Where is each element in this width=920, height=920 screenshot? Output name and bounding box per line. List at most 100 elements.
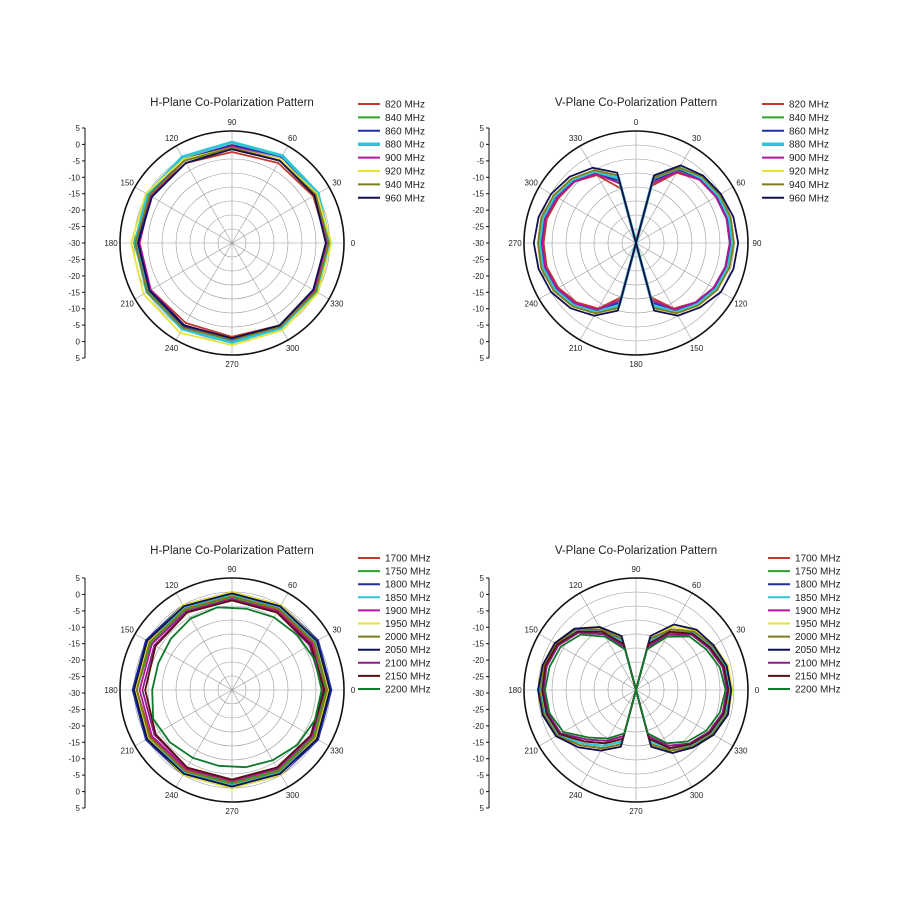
legend-label: 820 MHz: [789, 100, 829, 111]
scale-tick-label: -15: [472, 640, 484, 649]
scale-tick-label: -30: [472, 689, 484, 698]
scale-tick-label: -10: [68, 755, 80, 764]
grid-spoke: [579, 592, 637, 691]
legend-label: 840 MHz: [789, 113, 829, 124]
angle-tick-label: 0: [755, 686, 760, 695]
grid-spoke: [635, 592, 693, 691]
legend-label: 960 MHz: [385, 193, 425, 204]
legend-label: 1950 MHz: [385, 619, 431, 630]
grid-spoke: [231, 145, 289, 244]
radial-scale: 5 0 -5 -10 -15 -20 -25 -30 -25 -20 -15 -10 -5 0 5: [68, 124, 86, 363]
angle-tick-label: 90: [228, 565, 237, 574]
angle-tick-label: 120: [165, 581, 179, 590]
legend-label: 2100 MHz: [795, 658, 841, 669]
scale-tick-label: -25: [68, 255, 80, 264]
legend-label: 2150 MHz: [795, 671, 841, 682]
angle-tick-label: 90: [228, 118, 237, 127]
series-line: [137, 148, 327, 340]
angle-tick-label: 210: [569, 344, 583, 353]
angle-tick-label: 60: [288, 581, 297, 590]
polar-grid: [524, 578, 748, 802]
scale-tick-label: 0: [76, 140, 81, 149]
scale-tick-label: -30: [472, 239, 484, 248]
series-line: [538, 628, 733, 752]
radial-scale: 5 0 -5 -10 -15 -20 -25 -30 -25 -20 -15 -10 -5 0 5: [68, 574, 86, 813]
grid-spoke: [175, 145, 233, 244]
angle-tick-label: 150: [525, 626, 539, 635]
grid-spoke: [579, 242, 637, 341]
scale-tick-label: -25: [68, 673, 80, 682]
scale-tick-label: -20: [472, 656, 484, 665]
scale-tick-label: -20: [68, 272, 80, 281]
angle-tick-label: 240: [569, 791, 583, 800]
legend-label: 1750 MHz: [795, 567, 841, 578]
legend-label: 940 MHz: [789, 180, 829, 191]
series-line: [130, 146, 333, 347]
series-line: [138, 598, 326, 782]
scale-tick-label: 0: [76, 590, 81, 599]
polar-grid: [120, 578, 344, 802]
scale-tick-label: 0: [480, 338, 485, 347]
scale-tick-label: -20: [472, 272, 484, 281]
legend-label: 2100 MHz: [385, 658, 431, 669]
angle-tick-label: 30: [332, 626, 341, 635]
outer-ring: [523, 130, 749, 356]
outer-ring: [119, 130, 345, 356]
series-line: [537, 623, 733, 754]
scale-tick-label: -5: [477, 607, 485, 616]
angle-tick-label: 180: [508, 686, 522, 695]
legend-label: 1700 MHz: [385, 554, 431, 565]
scale-tick-label: -15: [472, 288, 484, 297]
legend-label: 1850 MHz: [795, 593, 841, 604]
scale-tick-label: -10: [472, 755, 484, 764]
scale-tick-label: -10: [68, 173, 80, 182]
angle-tick-label: 60: [288, 134, 297, 143]
angle-tick-label: 90: [753, 239, 762, 248]
angle-tick-label: 0: [634, 118, 639, 127]
grid-spoke: [175, 242, 233, 341]
legend-label: 2200 MHz: [795, 685, 841, 696]
angle-tick-label: 210: [121, 747, 135, 756]
scale-tick-label: 5: [480, 124, 485, 133]
angle-tick-label: 270: [508, 239, 522, 248]
scale-tick-label: -25: [472, 673, 484, 682]
legend: 820 MHz 840 MHz 860 MHz 880 MHz 900 MHz 920 M…: [358, 100, 425, 204]
angle-tick-label: 150: [121, 626, 135, 635]
scale-tick-label: 0: [480, 140, 485, 149]
scale-tick-label: -20: [472, 206, 484, 215]
scale-tick-label: -25: [472, 705, 484, 714]
scale-tick-label: -10: [472, 305, 484, 314]
legend-label: 1900 MHz: [385, 606, 431, 617]
legend-label: 1750 MHz: [385, 567, 431, 578]
chart-title: V-Plane Co-Polarization Pattern: [555, 545, 717, 557]
series-line: [134, 591, 330, 789]
angle-tick-label: 120: [165, 134, 179, 143]
scale-tick-label: 0: [480, 590, 485, 599]
angle-tick-label: 270: [629, 807, 643, 816]
angle-tick-label: 330: [330, 747, 344, 756]
legend-label: 2200 MHz: [385, 685, 431, 696]
series-group: [532, 164, 740, 317]
angle-tick-label: 300: [286, 344, 300, 353]
legend-label: 900 MHz: [385, 153, 425, 164]
legend-label: 880 MHz: [789, 140, 829, 151]
scale-tick-label: 5: [480, 804, 485, 813]
scale-tick-label: -10: [68, 305, 80, 314]
series-line: [532, 164, 740, 317]
scale-tick-label: -5: [73, 157, 81, 166]
scale-tick-label: -15: [472, 190, 484, 199]
scale-tick-label: -30: [68, 239, 80, 248]
legend-label: 900 MHz: [789, 153, 829, 164]
scale-tick-label: -5: [477, 321, 485, 330]
legend-label: 1700 MHz: [795, 554, 841, 565]
angle-tick-label: 300: [286, 791, 300, 800]
grid-spoke: [579, 145, 637, 244]
scale-tick-label: -30: [68, 689, 80, 698]
angle-tick-label: 210: [525, 747, 539, 756]
angle-tick-label: 30: [332, 179, 341, 188]
angle-tick-label: 0: [351, 686, 356, 695]
polar-grid: [120, 131, 344, 355]
scale-tick-label: -5: [73, 771, 81, 780]
legend-label: 880 MHz: [385, 140, 425, 151]
